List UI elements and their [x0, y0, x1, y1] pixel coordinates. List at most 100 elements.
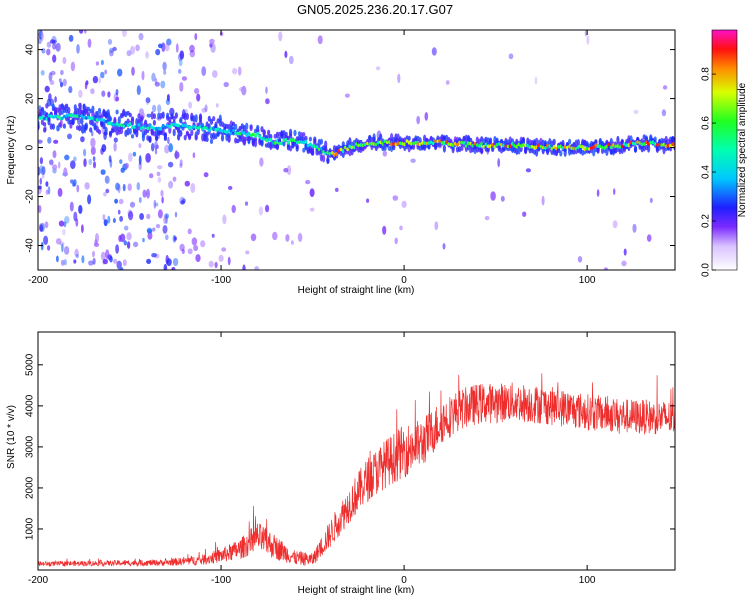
spectrogram-noise-blob	[63, 167, 68, 177]
spectrogram-noise-blob	[250, 233, 257, 242]
snr-x-tick-label: -200	[28, 575, 48, 586]
spectrogram-halo-cell	[322, 154, 326, 163]
spectrogram-halo-cell	[78, 124, 82, 132]
spectrogram-noise-blob	[584, 30, 588, 37]
spectrogram-noise-blob	[309, 207, 315, 212]
snr-y-label: SNR (10 * v/v)	[6, 405, 17, 469]
spectrogram-noise-blob	[63, 246, 70, 255]
spectrogram-ridge-cell	[642, 142, 646, 146]
spectrogram-halo-cell	[108, 131, 113, 136]
spectrogram-noise-blob	[305, 179, 311, 185]
spectrogram-ridge-cell	[315, 145, 319, 149]
spectrogram-noise-blob	[284, 50, 288, 59]
spectrogram-ridge-cell	[414, 140, 418, 145]
spectrogram-noise-blob	[152, 104, 157, 113]
spectrogram-halo-cell	[205, 136, 209, 143]
spectrogram-noise-blob	[119, 159, 123, 165]
spectrogram-ridge-cell	[196, 126, 200, 130]
spectrogram-noise-blob	[344, 93, 350, 98]
spectrogram-noise-blob	[173, 236, 177, 241]
spectrogram-halo-cell	[524, 148, 528, 154]
spectrogram-noise-blob	[100, 59, 104, 66]
spectrogram-noise-blob	[90, 88, 95, 95]
spectrogram-noise-blob	[40, 222, 45, 232]
spectrogram-noise-blob	[175, 43, 179, 53]
spectrogram-halo-cell	[326, 156, 330, 165]
spectrogram-halo-cell	[308, 136, 312, 142]
spectrogram-noise-blob	[95, 233, 99, 243]
spectrogram-noise-blob	[41, 174, 45, 179]
spectrogram-ridge-cell	[161, 124, 165, 128]
colorbar-label: Normalized spectral amplitude	[737, 82, 748, 217]
spectrogram-ridge-cell	[124, 121, 128, 126]
spectrogram-halo-cell	[67, 106, 71, 114]
spectrogram-noise-blob	[92, 156, 96, 162]
spectrogram-noise-blob	[157, 104, 162, 113]
colorbar-tick-label: 0.4	[701, 165, 712, 179]
spectrogram-ridge-cell	[267, 137, 271, 142]
spectrogram-ridge-cell	[89, 116, 93, 121]
spectrogram-halo-cell	[311, 149, 315, 156]
spectrogram-noise-blob	[259, 157, 264, 167]
spectrogram-noise-blob	[138, 197, 142, 203]
spectrogram-ridge-cell	[137, 123, 141, 127]
spectrogram-noise-blob	[118, 198, 124, 205]
colorbar-tick-label: 0.2	[701, 214, 712, 228]
spectrogram-halo-cell	[423, 144, 427, 151]
spectrogram-noise-blob	[204, 104, 208, 113]
spectrogram-noise-blob	[366, 198, 370, 203]
spectrogram-noise-blob	[92, 250, 95, 258]
spectrogram-noise-blob	[58, 220, 65, 227]
snr-y-tick-label: 2000	[25, 476, 36, 499]
spectrogram-noise-blob	[154, 202, 159, 207]
spectrogram-halo-cell	[51, 103, 56, 109]
spectrogram-noise-blob	[74, 248, 79, 257]
spectrogram-noise-blob	[172, 258, 179, 266]
spectrogram-noise-blob	[118, 235, 122, 242]
spectrogram-noise-blob	[45, 181, 49, 187]
spectrogram-noise-blob	[410, 158, 416, 163]
spectrogram-ridge-cell	[82, 116, 86, 120]
spectrogram-noise-blob	[113, 142, 117, 152]
spectrogram-halo-cell	[212, 116, 216, 122]
spectrogram-noise-blob	[621, 260, 627, 267]
spectrogram-noise-blob	[154, 141, 158, 150]
spectrogram-noise-blob	[211, 233, 215, 238]
spectrogram-noise-blob	[115, 182, 120, 191]
spectrogram-noise-blob	[81, 224, 84, 234]
spectrogram-noise-blob	[90, 130, 94, 137]
spectrogram-ridge-cell	[339, 147, 343, 152]
spectrogram-halo-cell	[95, 110, 99, 118]
spectrogram-halo-cell	[183, 112, 187, 121]
spectrogram-halo-cell	[488, 137, 493, 143]
spectrogram-noise-blob	[151, 253, 157, 258]
spectrogram-noise-blob	[73, 259, 77, 264]
spectrogram-noise-blob	[41, 48, 46, 54]
spectrogram-noise-blob	[52, 150, 57, 159]
spectrogram-noise-blob	[122, 259, 127, 267]
spectrogram-noise-blob	[613, 188, 616, 196]
spectrogram-ridge-cell	[440, 141, 444, 145]
spectrogram-ridge-cell	[607, 142, 611, 147]
spectrogram-noise-blob	[254, 266, 260, 270]
spectrogram-y-label: Frequency (Hz)	[6, 116, 17, 185]
spectrogram-noise-blob	[500, 195, 505, 202]
spectrogram-noise-blob	[309, 188, 315, 198]
spectrogram-noise-blob	[157, 209, 163, 219]
spectrogram-noise-blob	[117, 68, 123, 77]
spectrogram-halo-cell	[69, 122, 73, 129]
spectrogram-halo-cell	[227, 134, 231, 143]
spectrogram-noise-blob	[145, 97, 151, 104]
spectrogram-halo-cell	[166, 112, 170, 119]
spectrogram-noise-blob	[70, 61, 76, 72]
spectrogram-noise-blob	[586, 35, 590, 45]
spectrogram-noise-blob	[157, 176, 162, 183]
spectrogram-noise-blob	[490, 191, 496, 201]
spectrogram-noise-blob	[168, 143, 173, 153]
spectrogram-y-tick-label: 0	[25, 144, 36, 150]
spectrogram-noise-blob	[52, 54, 57, 63]
spectrogram-noise-blob	[90, 137, 96, 148]
spectrogram-noise-blob	[39, 157, 44, 165]
spectrogram-noise-blob	[244, 201, 249, 206]
